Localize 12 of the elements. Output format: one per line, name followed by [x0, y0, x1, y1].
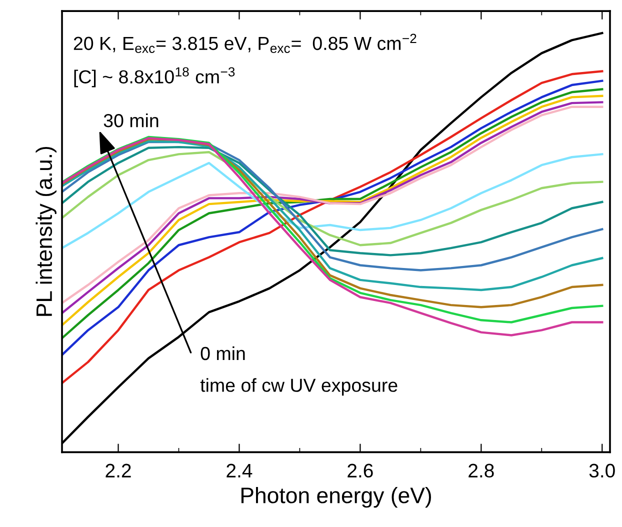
- x-tick-label: 2.4: [226, 464, 252, 478]
- x-axis-title: Photon energy (eV): [241, 486, 431, 508]
- annotation: [C] ~ 8.8x10$^{18}$ cm$^{−3}$: [74, 67, 235, 88]
- annotation: time of cw UV exposure: [200, 378, 398, 396]
- x-tick-label: 2.2: [106, 464, 131, 478]
- annotation: 30 min: [104, 113, 158, 128]
- x-tick-label: 2.6: [348, 464, 373, 478]
- x-tick-label: 2.8: [468, 464, 494, 478]
- annotation: 20 K, E$_{exc}$= 3.815 eV, P$_{exc}$= 0.85 W cm$^{−2}$: [74, 34, 416, 53]
- x-tick-label: 3.0: [589, 464, 615, 478]
- y-axis-title: PL intensity (a.u.): [36, 146, 56, 316]
- annotation: 0 min: [200, 346, 245, 360]
